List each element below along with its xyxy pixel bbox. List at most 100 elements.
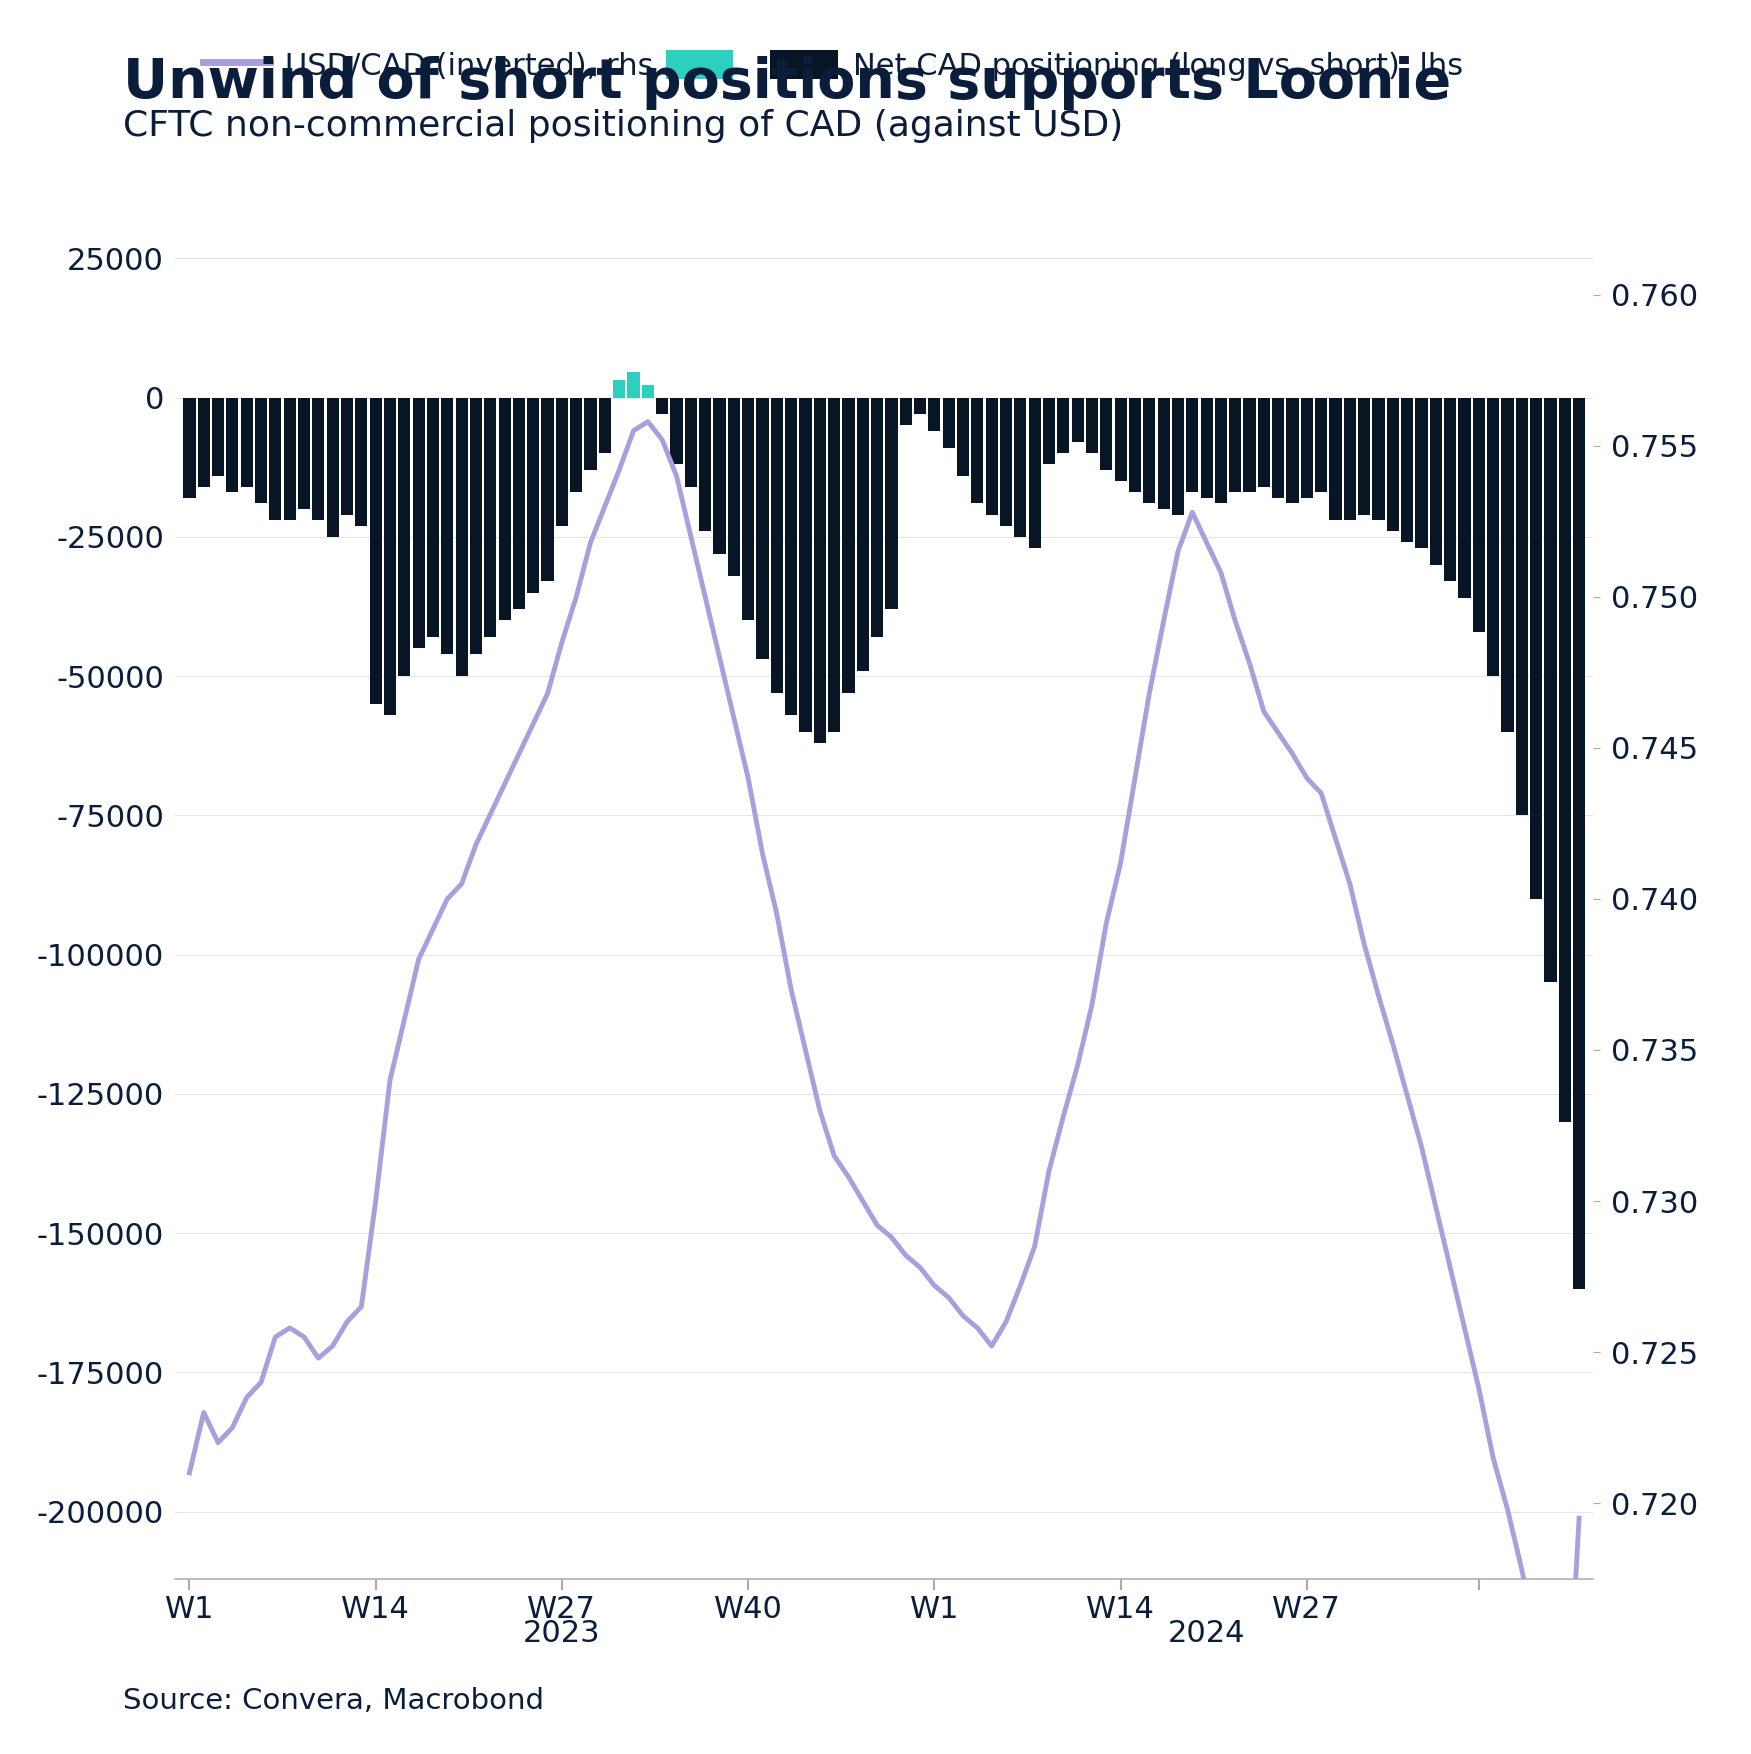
Bar [1387, 398, 1399, 531]
Bar [914, 398, 926, 414]
Bar [1572, 398, 1585, 1289]
Bar [1257, 398, 1269, 486]
Text: CFTC non-commercial positioning of CAD (against USD): CFTC non-commercial positioning of CAD (… [123, 109, 1122, 142]
Text: Unwind of short positions supports Loonie: Unwind of short positions supports Looni… [123, 56, 1450, 111]
Bar [728, 398, 741, 575]
Bar [1329, 398, 1341, 521]
Bar [1516, 398, 1529, 816]
Bar [1201, 398, 1213, 498]
Bar [1143, 398, 1156, 503]
Bar [527, 398, 539, 593]
Bar [599, 398, 611, 453]
Bar [355, 398, 368, 526]
Bar [1473, 398, 1485, 631]
Bar [627, 372, 639, 398]
Bar [455, 398, 468, 675]
Bar [928, 398, 940, 431]
Bar [685, 398, 697, 486]
Bar [369, 398, 382, 703]
Text: Source: Convera, Macrobond: Source: Convera, Macrobond [123, 1687, 543, 1715]
Bar [1530, 398, 1543, 898]
Bar [699, 398, 711, 531]
Bar [1014, 398, 1026, 537]
Bar [1301, 398, 1313, 498]
Bar [256, 398, 268, 503]
Bar [383, 398, 396, 716]
Bar [1028, 398, 1040, 547]
Bar [1359, 398, 1371, 514]
Bar [1185, 398, 1198, 493]
Bar [756, 398, 769, 660]
Bar [886, 398, 898, 609]
Bar [499, 398, 511, 621]
Bar [284, 398, 296, 521]
Bar [427, 398, 440, 637]
Bar [1229, 398, 1241, 493]
Bar [1445, 398, 1457, 581]
Bar [469, 398, 482, 654]
Bar [541, 398, 553, 581]
Bar [1100, 398, 1112, 470]
Bar [1215, 398, 1227, 503]
Bar [485, 398, 496, 637]
Bar [800, 398, 811, 731]
Bar [986, 398, 998, 514]
Bar [856, 398, 868, 670]
Bar [1459, 398, 1471, 598]
Bar [184, 398, 196, 498]
Bar [1072, 398, 1084, 442]
Bar [270, 398, 282, 521]
Bar [958, 398, 968, 475]
Bar [657, 398, 669, 414]
Bar [1401, 398, 1413, 542]
Bar [1044, 398, 1056, 465]
Bar [671, 398, 683, 465]
Bar [312, 398, 324, 521]
Bar [513, 398, 525, 609]
Bar [814, 398, 826, 744]
Bar [900, 398, 912, 426]
Bar [327, 398, 338, 537]
Bar [1129, 398, 1142, 493]
Bar [842, 398, 854, 693]
Bar [212, 398, 224, 475]
Bar [770, 398, 783, 693]
Bar [1171, 398, 1184, 514]
Legend: USD/CAD (inverted), rhs,  , Net CAD positioning (long vs. short), lhs: USD/CAD (inverted), rhs, , Net CAD posit… [191, 37, 1474, 93]
Bar [613, 379, 625, 398]
Bar [1431, 398, 1441, 565]
Bar [1058, 398, 1070, 453]
Bar [555, 398, 567, 526]
Bar [1343, 398, 1355, 521]
Bar [1115, 398, 1126, 481]
Bar [1501, 398, 1513, 731]
Bar [585, 398, 597, 470]
Bar [341, 398, 354, 514]
Bar [571, 398, 583, 493]
Bar [942, 398, 954, 447]
Text: 2024: 2024 [1168, 1619, 1245, 1649]
Bar [1544, 398, 1557, 982]
Bar [226, 398, 238, 493]
Bar [972, 398, 984, 503]
Text: 2023: 2023 [524, 1619, 601, 1649]
Bar [441, 398, 454, 654]
Bar [1273, 398, 1283, 498]
Bar [1315, 398, 1327, 493]
Bar [1287, 398, 1299, 503]
Bar [1086, 398, 1098, 453]
Bar [240, 398, 252, 486]
Bar [198, 398, 210, 486]
Bar [713, 398, 725, 554]
Bar [643, 386, 653, 398]
Bar [784, 398, 797, 716]
Bar [828, 398, 840, 731]
Bar [1373, 398, 1385, 521]
Bar [1558, 398, 1571, 1123]
Bar [298, 398, 310, 509]
Bar [1487, 398, 1499, 675]
Bar [1243, 398, 1255, 493]
Bar [870, 398, 883, 637]
Bar [742, 398, 755, 621]
Bar [1157, 398, 1170, 509]
